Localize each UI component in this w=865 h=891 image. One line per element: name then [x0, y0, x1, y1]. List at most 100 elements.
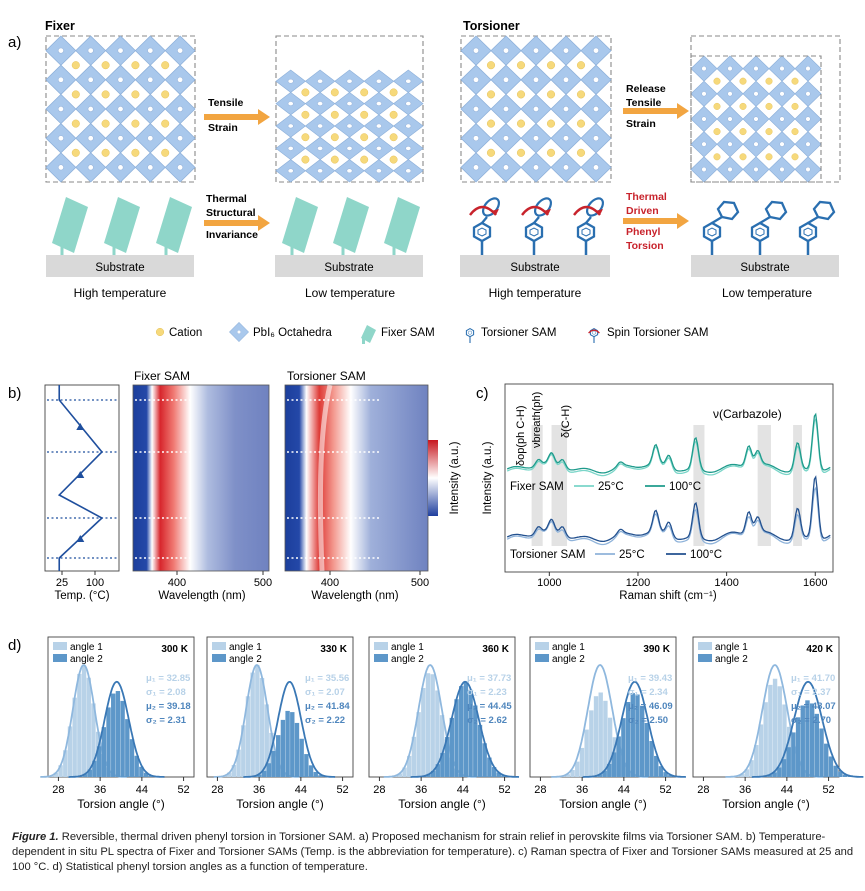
histogram-bar [91, 703, 96, 777]
octahedra-icon [229, 322, 249, 342]
raman-x-tick-label: 1600 [803, 577, 827, 589]
svg-text:PbI₆ Octahedra: PbI₆ Octahedra [253, 327, 332, 339]
histogram-x-tick-label: 28 [697, 784, 709, 796]
histogram-stat: μ₁ = 41.70 [791, 673, 835, 684]
histogram-bar [828, 756, 834, 777]
histogram-bar [454, 699, 459, 777]
histogram-x-tick-label: 36 [253, 784, 265, 796]
histogram-stat: μ₁ = 37.73 [467, 673, 511, 684]
svg-text:Temp. (°C): Temp. (°C) [54, 590, 109, 602]
histogram-temperature: 390 K [643, 644, 670, 655]
histogram-bar [430, 770, 436, 777]
fixer-sam [104, 197, 140, 255]
histogram-bar [491, 767, 497, 777]
histogram-stat: μ₂ = 48.07 [791, 701, 836, 712]
svg-text:Substrate: Substrate [740, 262, 789, 274]
histogram-bar [473, 705, 478, 777]
histogram-stat: σ₁ = 2.37 [791, 687, 831, 698]
histogram-stat: σ₁ = 2.07 [305, 687, 345, 698]
histogram-stat: σ₂ = 2.31 [146, 715, 187, 726]
histogram-bar [421, 687, 426, 777]
histogram-temperature: 300 K [161, 644, 188, 655]
histogram-bar [250, 672, 255, 777]
histogram-stat: σ₂ = 2.62 [467, 715, 507, 726]
histogram-bar [777, 767, 782, 777]
histogram-x-tick-label: 28 [52, 784, 64, 796]
histogram-bar [439, 715, 445, 777]
histogram-bar [487, 757, 492, 777]
histogram-bar [106, 707, 111, 777]
histogram-x-tick-label: 28 [211, 784, 223, 796]
histogram-bar [81, 665, 87, 777]
legend-swatch-angle-1 [53, 642, 67, 650]
histogram-bar [143, 772, 149, 777]
histogram-bar [781, 759, 787, 777]
legend-swatch-angle-2 [212, 654, 226, 662]
svg-text:Low temperature: Low temperature [722, 286, 812, 300]
torsioner-sam [702, 200, 740, 255]
panel-d-label: d) [8, 637, 21, 654]
legend-angle-2: angle 2 [229, 654, 262, 665]
panel-b-label: b) [8, 385, 21, 402]
histogram-bar [842, 774, 848, 777]
histogram-x-tick-label: 52 [177, 784, 189, 796]
svg-text:100°C: 100°C [669, 481, 701, 493]
legend-swatch-angle-1 [698, 642, 712, 650]
legend-angle-2: angle 2 [391, 654, 424, 665]
torsioner-title: Torsioner [463, 19, 520, 33]
release-strain-arrow: Release Tensile Strain [623, 83, 689, 130]
histogram-bar [482, 743, 487, 777]
histogram-bar [744, 769, 750, 777]
svg-text:Strain: Strain [208, 122, 238, 134]
spin-torsioner-sam [521, 197, 553, 255]
histogram-temperature: 420 K [806, 644, 833, 655]
svg-text:Phenyl: Phenyl [626, 226, 661, 238]
histogram-bar [397, 773, 403, 777]
legend-angle-2: angle 2 [70, 654, 103, 665]
svg-text:Intensity (a.u.): Intensity (a.u.) [482, 441, 494, 514]
histogram-bar [668, 775, 673, 777]
histogram-x-tick-label: 28 [534, 784, 546, 796]
histogram-bar [440, 753, 445, 777]
raman-spectra-plot: 1000 1200 1400 1600 Intensity (a.u.) Raman … [482, 383, 834, 602]
svg-text:Fixer SAM: Fixer SAM [510, 481, 564, 493]
panel-c-label: c) [476, 385, 489, 402]
gaussian-fit-curve [410, 680, 520, 778]
histogram-bar [607, 717, 613, 777]
histogram-bar [255, 665, 260, 777]
histogram-bar [139, 766, 144, 777]
histogram-bar [231, 764, 237, 777]
histogram-bar [77, 673, 82, 777]
svg-text:Fixer SAM: Fixer SAM [134, 369, 190, 383]
svg-text:Intensity (a.u.): Intensity (a.u.) [449, 441, 461, 514]
spin-torsioner-sam [573, 197, 605, 255]
mode-label-2: νbreath(ph) [531, 392, 543, 448]
svg-text:Torsioner SAM: Torsioner SAM [510, 549, 585, 561]
svg-text:Low temperature: Low temperature [305, 286, 395, 300]
svg-text:Tensile: Tensile [208, 97, 244, 109]
fixer-sam-molecules-high [52, 197, 192, 255]
histogram-bar [814, 713, 820, 777]
svg-text:Substrate: Substrate [324, 262, 373, 274]
raman-torsioner-100c [506, 475, 831, 543]
histogram-bar [92, 760, 97, 777]
raman-band-highlight [531, 425, 543, 546]
histogram-x-tick-label: 36 [94, 784, 106, 796]
histogram-bar [658, 766, 664, 777]
torsioner-sam-molecules-low [702, 200, 836, 255]
fixer-sam [52, 197, 88, 255]
svg-text:25°C: 25°C [619, 549, 645, 561]
svg-text:Invariance: Invariance [206, 229, 258, 241]
histogram-bar [72, 697, 77, 777]
histogram-bar [809, 703, 815, 777]
histogram-stat: μ₂ = 41.84 [305, 701, 350, 712]
histogram-x-label: Torsion angle (°) [559, 797, 647, 811]
svg-text:Substrate: Substrate [95, 262, 144, 274]
substrates: Substrate Substrate Substrate Substrate [46, 255, 839, 277]
svg-text:Torsioner SAM: Torsioner SAM [481, 327, 556, 339]
histogram-x-label: Torsion angle (°) [236, 797, 324, 811]
legend-angle-1: angle 1 [391, 642, 424, 653]
histogram-bar [134, 755, 139, 777]
